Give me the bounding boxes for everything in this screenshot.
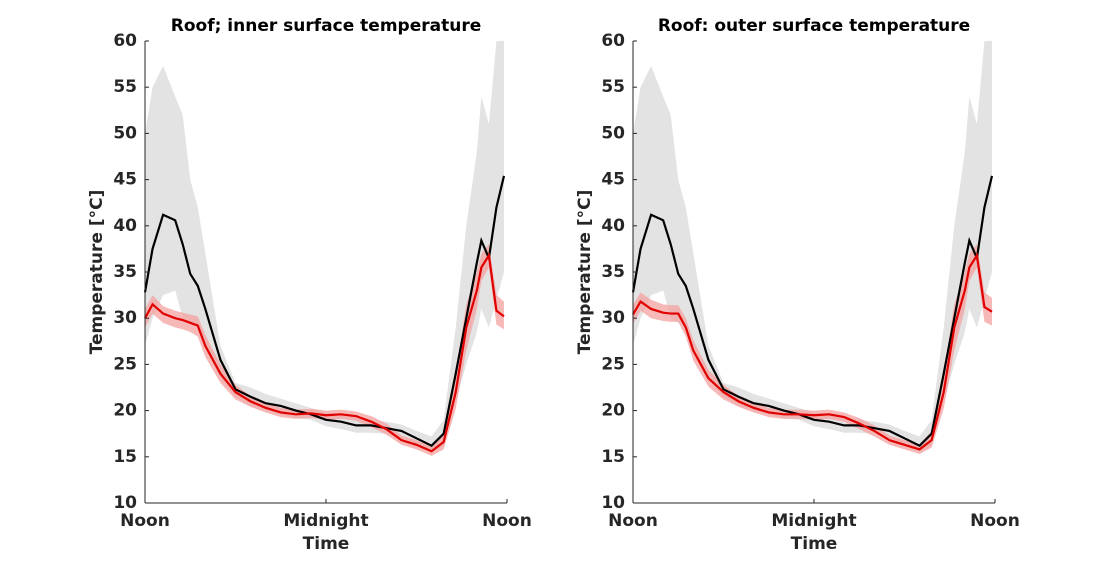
y-tick-label: 10 [113,493,137,513]
x-axis-label: Time [791,534,838,554]
y-tick-label: 45 [601,170,625,190]
y-axis-label: Temperature [°C] [87,190,107,355]
y-tick-label: 50 [601,123,625,143]
y-tick-label: 20 [113,401,137,421]
line [143,175,506,448]
x-tick-label: Noon [482,511,532,531]
y-tick-label: 35 [113,262,137,282]
line [144,252,505,453]
line [632,252,993,451]
x-tick-label: Noon [120,511,170,531]
y-tick-label: 55 [601,77,625,97]
chart-title: Roof; inner surface temperature [171,16,482,36]
y-axis-label: Temperature [°C] [575,190,595,355]
y-tick-label: 25 [113,354,137,374]
band [145,244,504,456]
y-tick-label: 20 [601,401,625,421]
band [633,244,992,455]
x-axis-label: Time [303,534,350,554]
chart-title: Roof: outer surface temperature [658,16,970,36]
band [633,41,992,453]
x-tick-label: Noon [608,511,658,531]
band [145,41,504,453]
x-tick-label: Noon [970,511,1020,531]
y-tick-label: 60 [601,31,625,51]
y-tick-label: 10 [601,493,625,513]
y-tick-label: 35 [601,262,625,282]
y-tick-label: 25 [601,354,625,374]
y-tick-label: 30 [601,308,625,328]
y-tick-label: 45 [113,170,137,190]
y-tick-label: 40 [601,216,625,236]
y-tick-label: 15 [601,447,625,467]
x-tick-label: Midnight [771,511,856,531]
line [631,175,994,448]
x-tick-label: Midnight [283,511,368,531]
y-tick-label: 30 [113,308,137,328]
y-tick-label: 40 [113,216,137,236]
y-tick-label: 15 [113,447,137,467]
y-tick-label: 55 [113,77,137,97]
y-tick-label: 60 [113,31,137,51]
y-tick-label: 50 [113,123,137,143]
